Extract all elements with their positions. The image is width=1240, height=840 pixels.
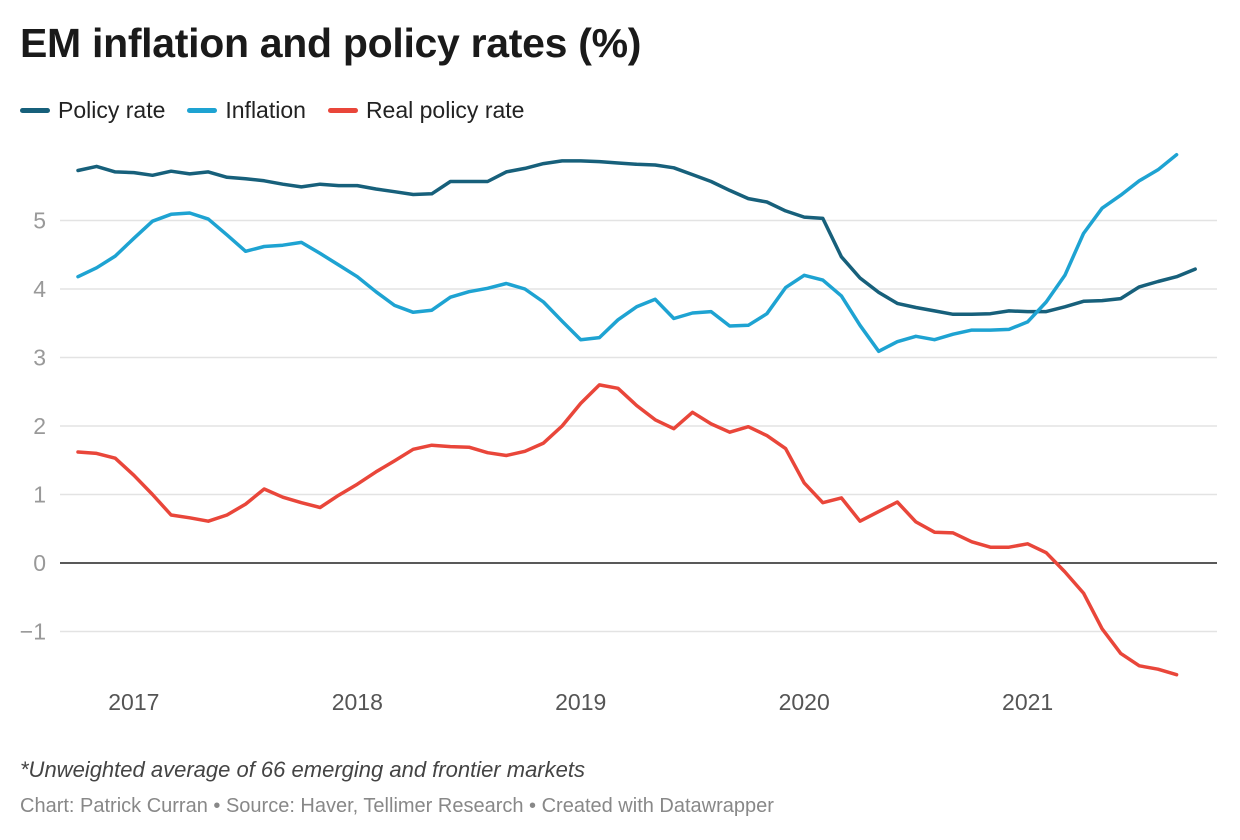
legend-swatch-inflation — [187, 108, 218, 113]
x-tick-label: 2018 — [332, 689, 383, 715]
y-tick-label: 0 — [33, 550, 46, 576]
y-tick-label: 3 — [33, 345, 46, 371]
series-line-policy-rate — [76, 159, 1197, 317]
x-tick-label: 2019 — [555, 689, 606, 715]
legend-swatch-policy-rate — [20, 108, 50, 113]
y-tick-label: 4 — [33, 276, 46, 302]
x-tick-label: 2021 — [1002, 689, 1053, 715]
series-lines — [76, 152, 1197, 677]
legend-item-inflation: Inflation — [187, 97, 306, 124]
x-tick-label: 2017 — [108, 689, 159, 715]
series-line-real-policy-rate — [76, 383, 1179, 677]
y-axis: 5 4 3 2 1 0 −1 — [20, 208, 46, 645]
gridlines — [60, 219, 1217, 633]
x-tick-label: 2020 — [779, 689, 830, 715]
legend-label: Inflation — [225, 97, 306, 123]
y-tick-label: 1 — [33, 482, 46, 508]
legend-item-real-policy-rate: Real policy rate — [327, 97, 525, 124]
legend-swatch-real-policy-rate — [327, 108, 358, 113]
chart-note: *Unweighted average of 66 emerging and f… — [20, 757, 585, 782]
y-tick-label: −1 — [20, 619, 46, 645]
series-line-inflation — [76, 152, 1179, 354]
legend-label: Real policy rate — [365, 97, 525, 123]
legend-label: Policy rate — [58, 97, 166, 123]
x-axis: 2017 2018 2019 2020 2021 — [108, 689, 1053, 715]
legend: Policy rate Inflation Real policy rate — [20, 97, 524, 124]
y-tick-label: 2 — [33, 413, 46, 439]
y-tick-label: 5 — [33, 208, 46, 234]
chart-title: EM inflation and policy rates (%) — [20, 20, 642, 66]
legend-item-policy-rate: Policy rate — [20, 97, 165, 124]
chart-credit: Chart: Patrick Curran • Source: Haver, T… — [20, 795, 774, 817]
